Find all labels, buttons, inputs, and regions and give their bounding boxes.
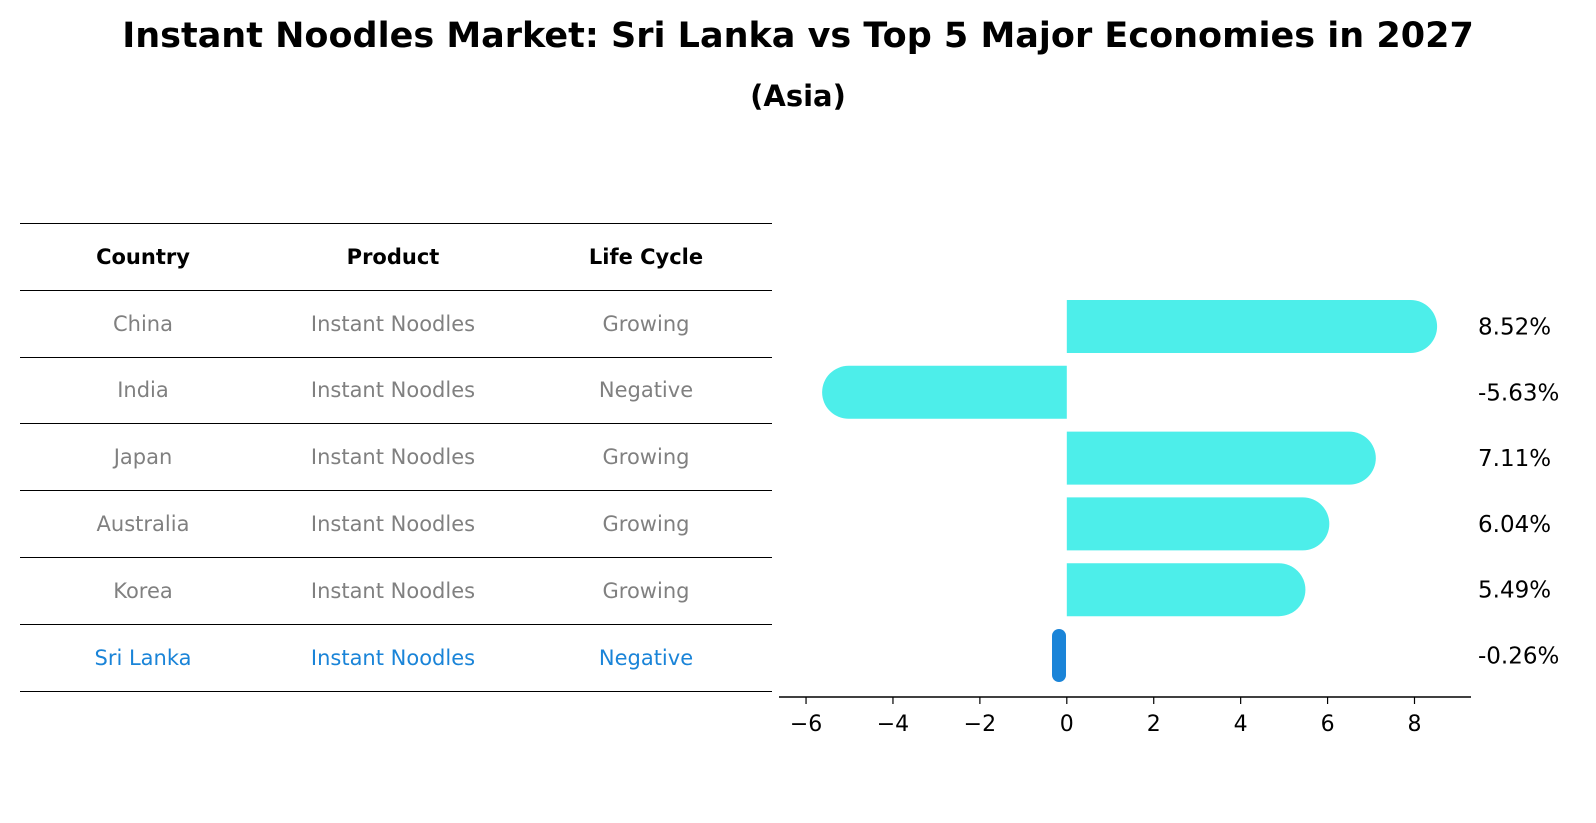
cell-country: Sri Lanka [20, 624, 266, 692]
table-row: China Instant Noodles Growing [20, 290, 772, 358]
cell-product: Instant Noodles [266, 557, 520, 625]
chart-title: Instant Noodles Market: Sri Lanka vs Top… [122, 16, 1474, 56]
cell-life-cycle: Growing [520, 557, 772, 625]
chart-subtitle: (Asia) [750, 79, 846, 113]
x-tick-label: 8 [1408, 712, 1422, 737]
bar-japan [1066, 431, 1376, 485]
column-header-product: Product [266, 223, 520, 291]
cell-country: Japan [20, 423, 266, 492]
x-tick-label: 2 [1147, 712, 1161, 737]
bar-value-label: 6.04% [1478, 512, 1551, 538]
table-header-row: Country Product Life Cycle [20, 223, 772, 291]
x-tick-label: −2 [964, 712, 996, 737]
x-tick-label: −4 [877, 712, 909, 737]
cell-product: Instant Noodles [266, 490, 520, 558]
x-tick-label: 6 [1321, 712, 1335, 737]
table-row: Korea Instant Noodles Growing [20, 557, 772, 625]
cell-life-cycle: Negative [520, 357, 772, 425]
cell-country: India [20, 357, 266, 425]
bar-china [1066, 300, 1438, 353]
table-row: Australia Instant Noodles Growing [20, 490, 772, 558]
x-tick-label: 4 [1234, 712, 1248, 737]
cell-product: Instant Noodles [266, 624, 520, 692]
cell-country: Australia [20, 490, 266, 558]
bar-value-label: -0.26% [1478, 644, 1559, 670]
bar-value-label: 8.52% [1478, 315, 1551, 341]
column-header-life-cycle: Life Cycle [520, 223, 772, 291]
bar-sri-lanka [1052, 629, 1067, 682]
cell-country: China [20, 290, 266, 358]
bar-australia [1066, 497, 1330, 551]
cell-product: Instant Noodles [266, 290, 520, 358]
cell-life-cycle: Growing [520, 490, 772, 558]
cell-life-cycle: Negative [520, 624, 772, 692]
cell-life-cycle: Growing [520, 423, 772, 492]
x-tick-label: 0 [1060, 712, 1074, 737]
x-tick-label: −6 [790, 712, 822, 737]
column-header-country: Country [20, 223, 266, 291]
cell-life-cycle: Growing [520, 290, 772, 358]
table-row: Japan Instant Noodles Growing [20, 423, 772, 492]
table-row-highlighted: Sri Lanka Instant Noodles Negative [20, 624, 772, 692]
cell-product: Instant Noodles [266, 423, 520, 492]
bar-korea [1066, 563, 1306, 617]
table-row: India Instant Noodles Negative [20, 357, 772, 425]
bar-value-label: 7.11% [1478, 446, 1551, 472]
bar-india [822, 365, 1067, 419]
data-table: Country Product Life Cycle China Instant… [20, 223, 772, 692]
cell-product: Instant Noodles [266, 357, 520, 425]
cell-country: Korea [20, 557, 266, 625]
bar-value-label: 5.49% [1478, 578, 1551, 604]
bar-value-label: -5.63% [1478, 380, 1559, 406]
